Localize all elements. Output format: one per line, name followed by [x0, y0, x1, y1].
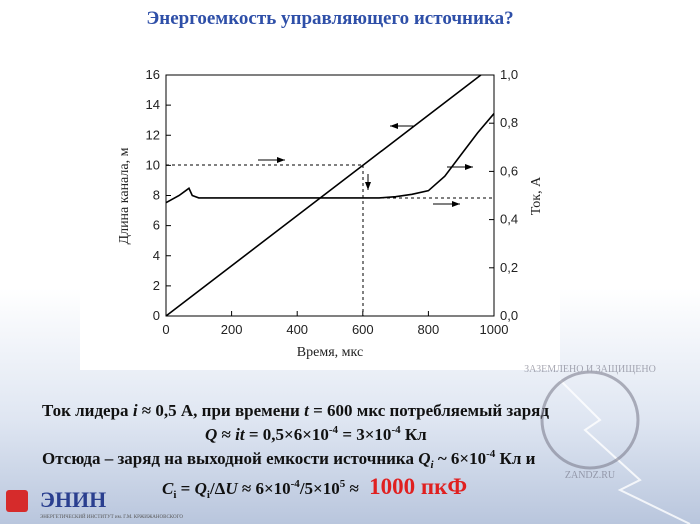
y-tick-label: 8 [153, 188, 160, 203]
text: Отсюда – заряд на выходной емкости источ… [42, 449, 418, 468]
superscript: -4 [291, 478, 301, 490]
y2-tick-label: 0,2 [500, 260, 518, 275]
superscript: 5 [340, 478, 346, 490]
y2-axis-label: Ток, А [529, 176, 544, 215]
text: = 600 мкс потребляемый заряд [309, 401, 550, 420]
text: /Δ [209, 479, 226, 498]
text: Кл [401, 425, 428, 444]
text: C [162, 479, 174, 498]
y-tick-label: 6 [153, 218, 160, 233]
y-tick-label: 16 [146, 67, 160, 82]
data-line [165, 113, 495, 204]
text: ≈ 6×10 [238, 479, 291, 498]
chart-panel [80, 36, 560, 370]
text: ~ 6×10 [434, 449, 487, 468]
text-block: Ток лидера i ≈ 0,5 А, при времени t = 60… [42, 401, 549, 501]
y-axis-label: Длина канала, м [117, 147, 132, 244]
x-axis-label: Время, мкс [297, 345, 363, 360]
logo: ЭНИН ЭНЕРГЕТИЧЕСКИЙ ИНСТИТУТ им. Г.М. КР… [6, 487, 183, 520]
text: Q [195, 479, 207, 498]
y2-tick-label: 0,4 [500, 212, 518, 227]
y-tick-label: 4 [153, 248, 160, 263]
text: Кл и [495, 449, 535, 468]
y2-tick-label: 0,6 [500, 163, 518, 178]
watermark-text: ЗАЗЕМЛЕНО И ЗАЩИЩЕНО [524, 364, 656, 375]
watermark: ЗАЗЕМЛЕНО И ЗАЩИЩЕНО ZANDZ.RU [524, 364, 656, 481]
x-tick-label: 600 [352, 322, 374, 337]
y-tick-label: 14 [146, 97, 160, 112]
chart: Время, мкс Длина канала, м Ток, А 0 200 40… [117, 67, 544, 360]
text: U [225, 479, 238, 498]
text-line: Ток лидера i ≈ 0,5 А, при времени t = 60… [42, 401, 549, 420]
text: ≈ [345, 479, 363, 498]
x-tick-label: 200 [221, 322, 243, 337]
x-tick-label: 400 [286, 322, 308, 337]
result-value: 1000 пкФ [369, 474, 467, 499]
y-tick-label: 0 [153, 308, 160, 323]
subscript: i [207, 489, 210, 501]
y2-tick-label: 0,0 [500, 308, 518, 323]
logo-text: ЭНИН [40, 487, 106, 512]
text-line: Ci = Qi/ΔU ≈ 6×10-4/5×105 ≈ 1000 пкФ [162, 474, 467, 501]
text: ≈ 0,5 А, при времени [138, 401, 305, 420]
text: Q [418, 449, 430, 468]
watermark-url: ZANDZ.RU [565, 470, 616, 481]
text: Q [205, 425, 217, 444]
text: = 0,5×6×10 [245, 425, 329, 444]
y-tick-label: 12 [146, 127, 160, 142]
text: = 3×10 [338, 425, 391, 444]
lightning [559, 379, 691, 524]
text: t [304, 401, 310, 420]
logo-subtitle: ЭНЕРГЕТИЧЕСКИЙ ИНСТИТУТ им. Г.М. КРЖИЖАН… [40, 514, 183, 520]
logo-icon [6, 490, 28, 512]
superscript: -4 [486, 448, 496, 460]
y-tick-label: 10 [146, 157, 160, 172]
x-tick-label: 1000 [480, 322, 509, 337]
slide-title: Энергоемкость управляющего источника? [146, 8, 513, 29]
text: ≈ [217, 425, 235, 444]
text: it [235, 425, 246, 444]
subscript: i [431, 459, 435, 471]
subscript: i [173, 489, 176, 501]
text: = [176, 479, 194, 498]
superscript: -4 [391, 424, 401, 436]
annotations [166, 123, 494, 316]
data-line [165, 74, 482, 317]
x-tick-label: 0 [162, 322, 169, 337]
y2-tick-label: 1,0 [500, 67, 518, 82]
text: /5×10 [299, 479, 340, 498]
superscript: -4 [329, 424, 339, 436]
watermark-ring [540, 370, 640, 470]
text: i [133, 401, 138, 420]
y-tick-label: 2 [153, 278, 160, 293]
y2-tick-label: 0,8 [500, 115, 518, 130]
text-line: Отсюда – заряд на выходной емкости источ… [42, 448, 536, 471]
text-line: Q ≈ it = 0,5×6×10-4 = 3×10-4 Кл [205, 424, 427, 444]
x-tick-label: 800 [418, 322, 440, 337]
text: Ток лидера [42, 401, 133, 420]
